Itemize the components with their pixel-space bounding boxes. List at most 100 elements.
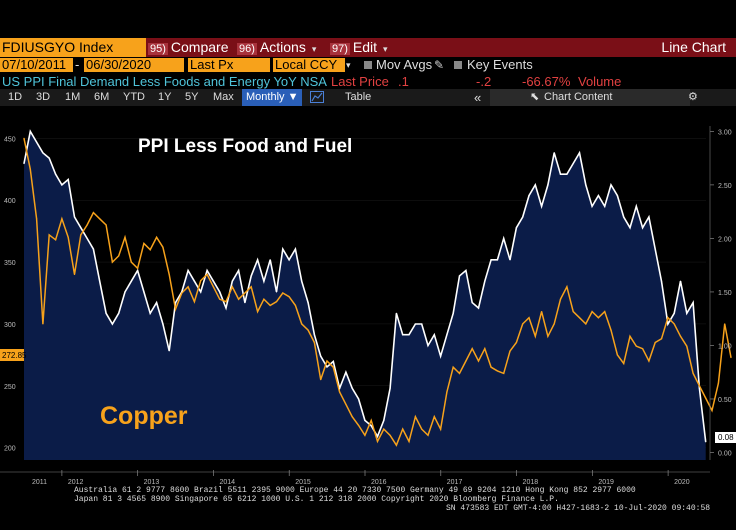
ppi-point <box>263 280 265 282</box>
copper-point <box>206 273 208 276</box>
copper-point <box>370 419 372 422</box>
mov-avgs-checkbox[interactable] <box>364 61 372 69</box>
ppi-area <box>24 131 706 460</box>
ppi-point <box>282 248 284 250</box>
settings-gear-icon[interactable]: ⚙ <box>688 91 698 103</box>
copper-point <box>414 416 416 418</box>
copper-point <box>660 338 663 340</box>
copper-point <box>307 329 309 331</box>
copper-point <box>364 434 366 436</box>
period-max[interactable]: Max <box>213 91 234 103</box>
compare-menu[interactable]: 95) Compare <box>148 38 229 57</box>
period-1y[interactable]: 1Y <box>158 91 172 103</box>
actions-menu[interactable]: 96) Actions ▾ <box>237 38 316 57</box>
copper-point <box>256 310 259 313</box>
copper-point <box>465 360 467 362</box>
chart-content-panel[interactable] <box>490 89 690 106</box>
ppi-point <box>585 184 587 186</box>
copper-point <box>572 310 574 313</box>
edit-menu[interactable]: 97) Edit ▾ <box>330 38 388 57</box>
ppi-point <box>137 269 139 272</box>
copper-point <box>635 345 637 347</box>
ppi-point <box>433 334 435 336</box>
key-events-checkbox[interactable] <box>454 61 462 69</box>
ppi-point <box>357 398 360 400</box>
copper-point <box>263 298 265 300</box>
currency-select[interactable]: Local CCY <box>273 58 345 72</box>
period-1m[interactable]: 1M <box>65 91 81 103</box>
ppi-point <box>572 162 574 165</box>
copper-point <box>452 366 454 368</box>
left-tick-label: 450 <box>4 136 16 143</box>
ppi-point <box>174 302 177 304</box>
ppi-point <box>231 280 233 282</box>
period-1d[interactable]: 1D <box>8 91 23 103</box>
copper-point <box>547 335 549 337</box>
ppi-point <box>515 227 517 229</box>
period-3d[interactable]: 3D <box>36 91 51 103</box>
table-button[interactable]: Table <box>345 91 372 103</box>
ppi-point <box>705 441 707 443</box>
start-date-field[interactable]: 07/10/2011 <box>0 58 73 72</box>
chart-content-button[interactable]: Chart Content <box>544 91 613 103</box>
left-tick-label: 300 <box>4 322 16 329</box>
copper-point <box>395 444 398 446</box>
security-description: US PPI Final Demand Less Foods and Energ… <box>2 74 327 89</box>
x-tick-label: 2014 <box>219 479 235 486</box>
currency-caret-icon[interactable]: ▾ <box>346 60 351 70</box>
line-chart-icon[interactable] <box>310 91 324 103</box>
collapse-left-icon[interactable]: « <box>474 90 482 105</box>
ppi-point <box>604 205 606 207</box>
copper-point <box>591 310 593 313</box>
copper-point <box>509 350 511 352</box>
period-6m[interactable]: 6M <box>94 91 110 103</box>
copper-point <box>711 409 713 412</box>
edit-menu-number: 97) <box>330 43 350 55</box>
period-5y[interactable]: 5Y <box>185 91 199 103</box>
right-tick-label: 1.00 <box>718 343 732 350</box>
ppi-point <box>383 419 385 421</box>
ppi-point <box>566 173 568 175</box>
ppi-point <box>692 302 694 304</box>
period-ytd[interactable]: YTD <box>123 91 145 103</box>
ppi-point <box>629 227 631 229</box>
copper-point <box>490 366 492 368</box>
ppi-point <box>212 280 214 282</box>
ppi-point <box>155 302 158 304</box>
x-tick-label: 2016 <box>371 479 387 486</box>
actions-menu-label: Actions <box>259 39 306 55</box>
actions-menu-number: 96) <box>237 43 257 55</box>
copper-point <box>667 317 669 319</box>
copper-point <box>534 335 536 337</box>
copper-point <box>29 168 31 170</box>
price-chart: 200 250 300 350 400 450 0.00 0.50 1.00 1.50 2.00 2… <box>0 106 736 486</box>
ppi-point <box>244 302 246 304</box>
ppi-point <box>667 323 669 325</box>
ppi-point <box>503 237 505 240</box>
pencil-icon[interactable]: ✎ <box>434 58 445 72</box>
end-date-field[interactable]: 06/30/2020 <box>84 58 184 72</box>
volume-label: Volume <box>578 74 622 89</box>
ppi-point <box>86 237 88 240</box>
copper-point <box>440 428 442 430</box>
ppi-point <box>99 280 101 282</box>
copper-point <box>503 372 505 375</box>
ticker-field[interactable]: FDIUSGYO Index <box>0 38 146 57</box>
ppi-point <box>452 312 454 314</box>
ppi-point <box>364 419 366 421</box>
x-tick-label: 2011 <box>32 479 47 486</box>
left-tick-label: 200 <box>4 446 16 453</box>
frequency-select[interactable]: Monthly ▼ <box>242 89 303 106</box>
copper-point <box>250 286 252 288</box>
copper-point <box>54 239 57 241</box>
price-field-select[interactable]: Last Px <box>188 58 270 72</box>
x-tick-label: 2019 <box>598 479 614 486</box>
copper-point <box>559 298 562 300</box>
copper-point <box>105 224 107 226</box>
last-price-label: Last Price <box>331 74 389 89</box>
copper-point <box>61 218 63 220</box>
copper-point <box>642 348 644 350</box>
right-tick-label: 0.50 <box>718 397 732 404</box>
ppi-point <box>591 205 593 207</box>
copper-point <box>604 310 606 313</box>
